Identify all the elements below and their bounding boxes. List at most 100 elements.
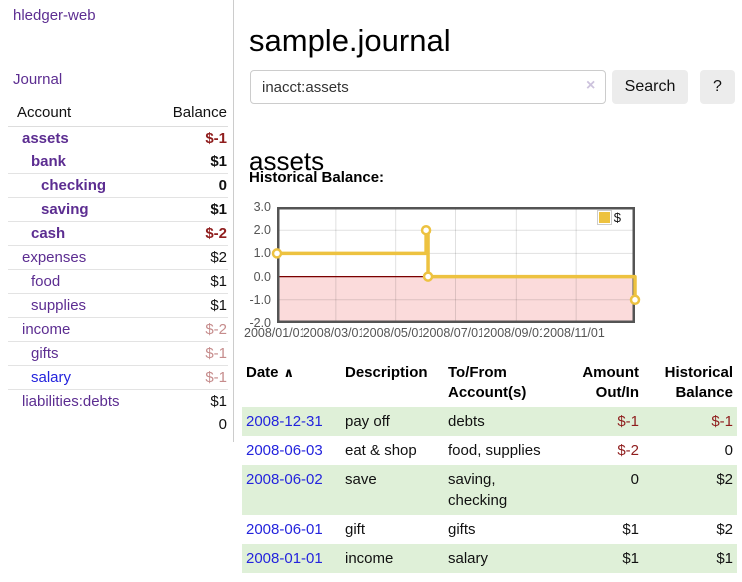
y-axis-tick-label: 3.0	[253, 200, 271, 214]
register-col-balance: Historical Balance	[664, 364, 733, 401]
chart-title: Historical Balance:	[249, 169, 385, 186]
account-balance: $1	[155, 197, 228, 222]
account-link-saving[interactable]: saving	[41, 201, 89, 218]
account-balance: $2	[155, 245, 228, 270]
chart-legend: $	[596, 210, 621, 225]
account-balance: $1	[155, 293, 228, 318]
historical-balance-chart: $ 3.0 2.0 1.0 0.0 -1.0 -2.0 2008/01/01 2008/03/…	[244, 200, 641, 340]
accounts-total-value: 0	[218, 416, 227, 433]
account-row: supplies $1	[8, 293, 228, 318]
x-axis-tick-label: 2008/01/01	[244, 326, 303, 340]
transaction-amount: $1	[622, 521, 639, 538]
account-link-income[interactable]: income	[22, 321, 71, 338]
account-row: expenses $2	[8, 245, 228, 270]
transaction-balance: $2	[716, 521, 733, 538]
account-link-expenses[interactable]: expenses	[22, 249, 87, 266]
transaction-date: 2008-06-02	[242, 465, 341, 515]
legend-label: $	[613, 210, 621, 225]
account-balance: 0	[155, 173, 228, 198]
accounts-total-row: 0	[8, 413, 228, 436]
account-row: gifts $-1	[8, 341, 228, 366]
account-row: assets $-1	[8, 127, 228, 151]
x-axis-tick-label: 2008/03/01	[302, 326, 362, 340]
transaction-description: gift	[345, 521, 366, 538]
account-link-salary[interactable]: salary	[31, 369, 72, 386]
transaction-accounts: salary	[448, 550, 489, 567]
account-link-bank[interactable]: bank	[31, 153, 67, 170]
help-button[interactable]: ?	[700, 70, 735, 104]
register-table: Date ∧ Description To/From Account(s) Amo…	[242, 361, 737, 573]
transaction-amount: $-1	[617, 413, 639, 430]
account-link-liabilities-debts[interactable]: liabilities:debts	[22, 393, 120, 410]
sidebar: hledger-web Journal Account Balance asse…	[0, 0, 234, 442]
account-balance: $-1	[155, 365, 228, 390]
register-row: 2008-06-01 gift gifts $1 $2	[242, 515, 737, 544]
account-link-food[interactable]: food	[31, 273, 61, 290]
transaction-accounts: saving, checking	[448, 471, 508, 509]
y-axis-tick-label: -2.0	[249, 316, 271, 330]
accounts-table-body: assets $-1 bank $1 checking 0 saving $1 cash $-2 e…	[8, 127, 228, 413]
transaction-date: 2008-12-31	[242, 407, 341, 436]
transaction-balance: 0	[724, 442, 733, 459]
transaction-amount: 0	[630, 471, 639, 488]
register-col-date[interactable]: Date ∧	[246, 364, 295, 381]
account-balance: $1	[210, 153, 227, 170]
transaction-description: eat & shop	[345, 442, 417, 459]
transaction-date-link[interactable]: 2008-12-31	[246, 413, 323, 430]
transaction-description: save	[345, 471, 377, 488]
account-balance: $-2	[155, 221, 228, 246]
register-col-amount: Amount Out/In	[582, 364, 639, 401]
x-axis-tick-label: 2008/09/01	[483, 326, 543, 340]
account-balance: $-1	[155, 341, 228, 366]
series-swatch-icon	[596, 210, 612, 225]
transaction-date-link[interactable]: 2008-06-01	[246, 521, 323, 538]
y-axis-tick-label: -1.0	[249, 292, 271, 307]
y-axis-tick-label: 1.0	[253, 246, 271, 261]
transaction-date-link[interactable]: 2008-01-01	[246, 550, 323, 567]
register-header-row: Date ∧ Description To/From Account(s) Amo…	[242, 361, 737, 407]
account-row: income $-2	[8, 317, 228, 342]
transaction-date-link[interactable]: 2008-06-02	[246, 471, 323, 488]
transaction-description: income	[345, 550, 394, 567]
account-heading: assets	[249, 145, 325, 176]
register-row: 2008-01-01 income salary $1 $1	[242, 544, 737, 573]
account-link-cash[interactable]: cash	[31, 225, 66, 242]
transaction-date-link[interactable]: 2008-06-03	[246, 442, 323, 459]
sidebar-item-journal[interactable]: Journal	[13, 71, 63, 88]
x-axis-tick-label: 2008/05/01	[362, 326, 422, 340]
account-row: liabilities:debts $1	[8, 389, 228, 413]
transaction-description: pay off	[345, 413, 390, 430]
transaction-accounts: gifts	[448, 521, 476, 538]
transaction-amount: $1	[622, 550, 639, 567]
account-link-gifts[interactable]: gifts	[31, 345, 59, 362]
account-row: salary $-1	[8, 365, 228, 390]
account-row: food $1	[8, 269, 228, 294]
register-col-accounts: To/From Account(s)	[448, 364, 527, 401]
transaction-balance: $-1	[711, 413, 733, 430]
account-link-assets[interactable]: assets	[22, 130, 69, 147]
account-row: checking 0	[8, 173, 228, 198]
transaction-date: 2008-06-01	[242, 515, 341, 544]
register-table-body: 2008-12-31 pay off debts $-1 $-1 2008-06-03 ea…	[242, 407, 737, 573]
transaction-balance: $2	[716, 471, 733, 488]
accounts-col-balance: Balance	[155, 100, 228, 127]
account-row: cash $-2	[8, 221, 228, 246]
accounts-col-account: Account	[8, 100, 156, 127]
account-balance: $-2	[155, 317, 228, 342]
transaction-amount: $-2	[617, 442, 639, 459]
account-link-checking[interactable]: checking	[41, 177, 107, 194]
sort-asc-icon: ∧	[283, 365, 295, 380]
search-button[interactable]: Search	[612, 70, 688, 104]
transaction-date: 2008-01-01	[242, 544, 341, 573]
main-content: sample.journal × Search ? assets Histori…	[242, 0, 742, 582]
account-balance: $-1	[205, 130, 227, 147]
app-brand-link[interactable]: hledger-web	[13, 7, 96, 24]
clear-search-icon[interactable]: ×	[586, 77, 596, 94]
register-row: 2008-06-02 save saving, checking 0 $2	[242, 465, 737, 515]
account-row: saving $1	[8, 197, 228, 222]
account-link-supplies[interactable]: supplies	[31, 297, 87, 314]
chart-canvas	[271, 207, 641, 323]
search-input[interactable]	[250, 70, 606, 104]
accounts-table: Account Balance assets $-1 bank $1 checking 0…	[8, 100, 228, 436]
y-axis-tick-label: 2.0	[253, 223, 271, 238]
